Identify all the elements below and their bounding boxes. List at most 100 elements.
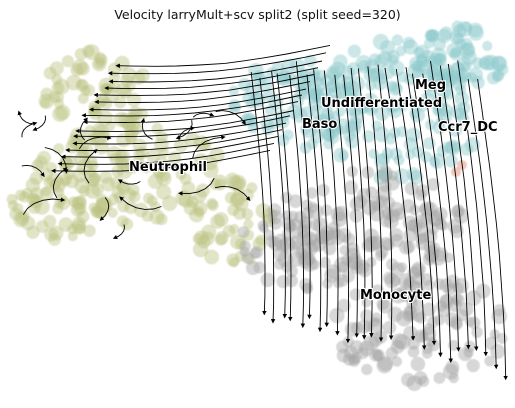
- cell-point-monocyte: [391, 356, 403, 367]
- cell-point-undifferentiated: [468, 25, 484, 41]
- cell-point-monocyte: [320, 204, 333, 217]
- velocity-streamline: [395, 69, 427, 350]
- cell-point-undifferentiated: [448, 122, 463, 137]
- cell-point-ccr7-dc: [451, 167, 461, 177]
- cell-point-neutrophil: [72, 59, 88, 75]
- cell-point-undifferentiated: [349, 110, 365, 125]
- cell-point-monocyte: [390, 233, 404, 248]
- cell-point-monocyte: [419, 203, 430, 215]
- cell-point-undifferentiated: [299, 106, 314, 121]
- cell-point-monocyte: [360, 309, 373, 323]
- cell-point-neutrophil: [90, 205, 102, 218]
- cell-point-undifferentiated: [429, 156, 440, 167]
- velocity-streamline: [115, 44, 331, 69]
- cell-point-neutrophil: [194, 230, 209, 245]
- cell-point-neutrophil: [192, 241, 209, 258]
- cell-point-undifferentiated: [384, 132, 397, 145]
- cell-point-monocyte: [315, 231, 329, 245]
- cell-point-neutrophil: [43, 66, 57, 80]
- plot-title: Velocity larryMult+scv split2 (split see…: [114, 7, 401, 22]
- cell-point-monocyte: [323, 242, 337, 256]
- cell-point-monocyte: [393, 207, 407, 220]
- cell-point-neutrophil: [120, 74, 134, 87]
- cell-point-undifferentiated: [368, 148, 379, 159]
- cell-point-monocyte: [387, 306, 403, 323]
- cell-point-undifferentiated: [478, 57, 491, 70]
- cell-point-neutrophil: [70, 134, 87, 151]
- velocity-streamline: [119, 196, 162, 210]
- cell-point-undifferentiated: [372, 33, 389, 50]
- cell-point-monocyte: [448, 372, 459, 384]
- cell-point-undifferentiated: [377, 152, 391, 166]
- cell-point-monocyte: [484, 336, 498, 350]
- velocity-streamline: [439, 65, 471, 350]
- cell-point-monocyte: [361, 297, 372, 308]
- cell-point-monocyte: [445, 360, 460, 375]
- cell-point-monocyte: [337, 298, 351, 313]
- velocity-streamline: [271, 71, 288, 319]
- cell-point-monocyte: [450, 224, 464, 239]
- cell-point-monocyte: [363, 335, 380, 352]
- cell-point-neutrophil: [114, 55, 130, 71]
- cell-point-monocyte: [399, 288, 413, 303]
- cell-point-neutrophil: [67, 231, 78, 242]
- cell-point-neutrophil: [117, 200, 130, 213]
- cell-point-undifferentiated: [449, 48, 462, 61]
- velocity-streamline: [295, 61, 312, 320]
- cell-point-neutrophil: [215, 234, 227, 246]
- velocity-streamline: [117, 179, 141, 185]
- cell-point-monocyte: [408, 218, 423, 233]
- cell-point-neutrophil: [146, 195, 158, 207]
- velocity-streamline: [93, 74, 315, 98]
- velocity-streamline: [108, 60, 323, 84]
- cell-point-neutrophil: [26, 225, 40, 239]
- cell-point-undifferentiated: [283, 129, 294, 141]
- cell-point-monocyte: [426, 178, 440, 191]
- cell-point-undifferentiated: [384, 97, 400, 113]
- cell-point-neutrophil: [108, 80, 121, 93]
- cell-point-monocyte: [402, 240, 416, 254]
- cell-point-undifferentiated: [406, 167, 421, 181]
- cell-point-monocyte: [465, 290, 482, 306]
- cell-point-monocyte: [418, 375, 430, 387]
- cell-point-neutrophil: [212, 174, 227, 189]
- cell-point-monocyte: [388, 170, 399, 181]
- velocity-streamline: [467, 79, 499, 370]
- cell-point-undifferentiated: [432, 102, 448, 118]
- cell-point-neutrophil: [162, 195, 178, 211]
- velocity-streamline: [477, 78, 508, 381]
- cell-point-undifferentiated: [333, 54, 348, 69]
- cell-point-monocyte: [253, 261, 266, 274]
- cell-point-monocyte: [375, 245, 389, 259]
- cell-point-monocyte: [260, 272, 275, 288]
- velocity-streamline: [72, 122, 287, 146]
- cell-point-monocyte: [390, 262, 405, 277]
- velocity-streamline: [99, 197, 110, 221]
- velocity-streamline: [78, 135, 112, 150]
- cell-point-neutrophil: [155, 130, 168, 144]
- cell-point-monocyte: [407, 337, 420, 350]
- cell-point-neutrophil: [38, 93, 54, 110]
- cell-point-undifferentiated: [461, 49, 477, 65]
- cell-point-neutrophil: [83, 224, 96, 237]
- velocity-streamline: [79, 117, 88, 141]
- cell-point-undifferentiated: [299, 141, 312, 154]
- velocity-streamline: [276, 73, 293, 322]
- cell-point-monocyte: [406, 375, 423, 392]
- cell-point-neutrophil: [15, 212, 29, 226]
- cell-point-neutrophil: [230, 174, 247, 191]
- cell-point-undifferentiated: [388, 60, 405, 77]
- velocity-streamline: [21, 164, 45, 178]
- cell-point-undifferentiated: [437, 28, 452, 43]
- cell-point-neutrophil: [71, 196, 85, 210]
- velocity-streamline: [430, 60, 461, 352]
- velocity-streamline: [57, 142, 275, 167]
- cell-point-neutrophil: [195, 183, 210, 198]
- cell-point-neutrophil: [52, 106, 68, 122]
- cell-point-undifferentiated: [310, 118, 324, 133]
- cell-point-undifferentiated: [385, 80, 398, 92]
- cell-point-monocyte: [309, 219, 322, 231]
- cell-point-neutrophil: [85, 183, 101, 199]
- cell-point-undifferentiated: [444, 141, 458, 155]
- cell-point-undifferentiated: [389, 147, 403, 161]
